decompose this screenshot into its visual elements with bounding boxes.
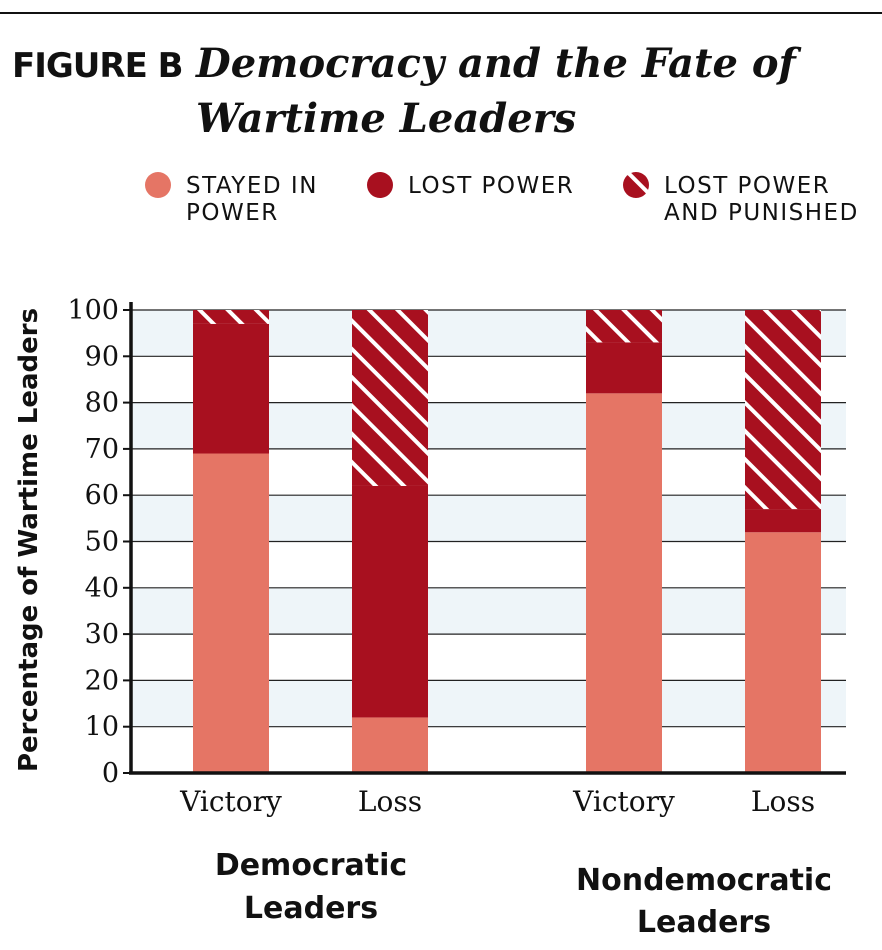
legend-label-lost-1: LOST POWER [408,173,574,199]
bar-segment-lost-power-and-punished [586,310,662,343]
bar-segment-stayed-in-power [586,393,662,773]
bar-segment-lost-power [586,342,662,394]
y-tick-label: 50 [85,527,119,558]
legend-swatch-stayed [145,172,171,198]
legend-swatch-punished [623,172,649,198]
bar-segment-stayed-in-power [193,453,269,773]
legend-label-punished-1: LOST POWER [664,173,830,199]
group-label-democratic-1: Democratic [215,848,407,883]
y-tick-label: 10 [85,712,119,743]
figure-label: FIGURE B [12,46,183,86]
bar-segment-lost-power-and-punished [745,310,821,510]
y-tick-label: 20 [85,665,119,696]
y-tick-label: 70 [85,434,119,465]
y-tick-labels: 0 10 20 30 40 50 60 70 80 90 100 [67,295,119,789]
legend-label-stayed-1: STAYED IN [186,173,318,199]
y-tick-label: 30 [85,619,119,650]
bar-segment-stayed-in-power [745,532,821,773]
x-category-labels: Victory Loss Victory Loss [179,785,815,818]
x-category-label: Loss [358,785,422,818]
figure-title-line-2: Wartime Leaders [196,95,576,142]
group-label-nondemocratic-1: Nondemocratic [576,863,832,898]
y-tick-label: 80 [85,388,119,419]
group-label-nondemocratic-2: Leaders [637,905,771,940]
y-tick-label: 60 [85,480,119,511]
x-category-label: Victory [572,785,675,818]
legend-label-stayed-2: POWER [186,200,279,226]
legend: STAYED IN POWER LOST POWER LOST POWER AN… [145,172,859,226]
bar-segment-lost-power-and-punished [352,310,428,486]
axes [123,302,846,775]
y-tick-label: 40 [85,573,119,604]
y-tick-label: 0 [102,758,119,789]
bar-segment-lost-power [745,509,821,533]
y-tick-label: 100 [67,295,119,326]
legend-swatch-lost [367,172,393,198]
bars [193,310,821,773]
x-category-label: Loss [751,785,815,818]
y-tick-label: 90 [85,341,119,372]
legend-label-punished-2: AND PUNISHED [664,200,859,226]
bar-segment-lost-power [193,323,269,454]
x-category-label: Victory [179,785,282,818]
bar-segment-lost-power-and-punished [193,310,269,324]
bar-segment-lost-power [352,485,428,718]
bar-segment-stayed-in-power [352,717,428,773]
y-axis-label: Percentage of Wartime Leaders [14,308,44,772]
group-label-democratic-2: Leaders [244,891,378,926]
figure-title-line-1: Democracy and the Fate of [195,40,802,87]
